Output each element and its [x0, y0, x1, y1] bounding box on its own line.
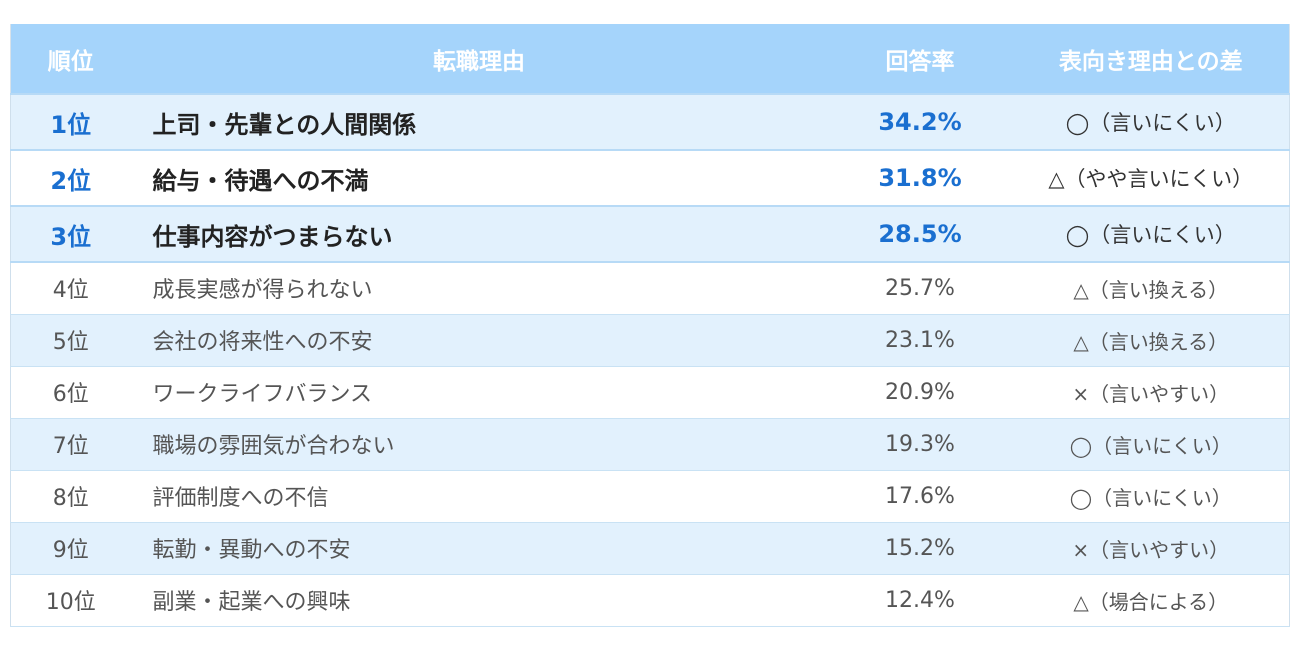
reason-cell: 上司・先輩との人間関係 — [130, 93, 828, 151]
rate-cell: 25.7% — [827, 261, 1013, 315]
diff-cell: ◯（言いにくい） — [1012, 205, 1290, 263]
rate-cell: 23.1% — [827, 313, 1013, 367]
rank-cell: 7位 — [10, 417, 131, 471]
table-row: 5位 会社の将来性への不安 23.1% △（言い換える） — [10, 313, 1290, 367]
ranking-table-container: 順位 転職理由 回答率 表向き理由との差 1位 上司・先輩との人間関係 34.2… — [10, 24, 1290, 627]
table-row: 8位 評価制度への不信 17.6% ◯（言いにくい） — [10, 469, 1290, 523]
diff-cell: ◯（言いにくい） — [1012, 93, 1290, 151]
reason-cell: 職場の雰囲気が合わない — [130, 417, 828, 471]
rank-cell: 1位 — [10, 93, 131, 151]
diff-cell: ×（言いやすい） — [1012, 365, 1290, 419]
turnover-reasons-table: 順位 転職理由 回答率 表向き理由との差 1位 上司・先輩との人間関係 34.2… — [10, 24, 1290, 627]
rate-cell: 19.3% — [827, 417, 1013, 471]
table-row: 7位 職場の雰囲気が合わない 19.3% ◯（言いにくい） — [10, 417, 1290, 471]
diff-cell: ×（言いやすい） — [1012, 521, 1290, 575]
rate-cell: 28.5% — [827, 205, 1013, 263]
diff-cell: ◯（言いにくい） — [1012, 469, 1290, 523]
diff-cell: △（やや言いにくい） — [1012, 149, 1290, 207]
rate-cell: 31.8% — [827, 149, 1013, 207]
reason-cell: 仕事内容がつまらない — [130, 205, 828, 263]
rank-cell: 9位 — [10, 521, 131, 575]
reason-cell: 評価制度への不信 — [130, 469, 828, 523]
rank-cell: 2位 — [10, 149, 131, 207]
diff-cell: △（場合による） — [1012, 573, 1290, 627]
rank-cell: 8位 — [10, 469, 131, 523]
rank-cell: 5位 — [10, 313, 131, 367]
diff-cell: △（言い換える） — [1012, 313, 1290, 367]
table-row: 4位 成長実感が得られない 25.7% △（言い換える） — [10, 261, 1290, 315]
header-rate: 回答率 — [885, 48, 955, 75]
reason-cell: ワークライフバランス — [130, 365, 828, 419]
table-header-row: 順位 転職理由 回答率 表向き理由との差 — [10, 24, 1290, 94]
table-row: 3位 仕事内容がつまらない 28.5% ◯（言いにくい） — [10, 205, 1290, 263]
rank-cell: 10位 — [10, 573, 131, 627]
reason-cell: 成長実感が得られない — [130, 261, 828, 315]
diff-cell: △（言い換える） — [1012, 261, 1290, 315]
rate-cell: 20.9% — [827, 365, 1013, 419]
rank-cell: 3位 — [10, 205, 131, 263]
reason-cell: 給与・待遇への不満 — [130, 149, 828, 207]
table-row: 6位 ワークライフバランス 20.9% ×（言いやすい） — [10, 365, 1290, 419]
rate-cell: 15.2% — [827, 521, 1013, 575]
reason-cell: 副業・起業への興味 — [130, 573, 828, 627]
rate-cell: 17.6% — [827, 469, 1013, 523]
rank-cell: 6位 — [10, 365, 131, 419]
table-row: 1位 上司・先輩との人間関係 34.2% ◯（言いにくい） — [10, 93, 1290, 151]
header-rank: 順位 — [47, 48, 94, 75]
table-row: 9位 転勤・異動への不安 15.2% ×（言いやすい） — [10, 521, 1290, 575]
reason-cell: 会社の将来性への不安 — [130, 313, 828, 367]
rate-cell: 34.2% — [827, 93, 1013, 151]
header-reason: 転職理由 — [433, 48, 525, 75]
header-diff: 表向き理由との差 — [1058, 48, 1243, 75]
reason-cell: 転勤・異動への不安 — [130, 521, 828, 575]
diff-cell: ◯（言いにくい） — [1012, 417, 1290, 471]
table-row: 2位 給与・待遇への不満 31.8% △（やや言いにくい） — [10, 149, 1290, 207]
table-row: 10位 副業・起業への興味 12.4% △（場合による） — [10, 573, 1290, 627]
rank-cell: 4位 — [10, 261, 131, 315]
rate-cell: 12.4% — [827, 573, 1013, 627]
